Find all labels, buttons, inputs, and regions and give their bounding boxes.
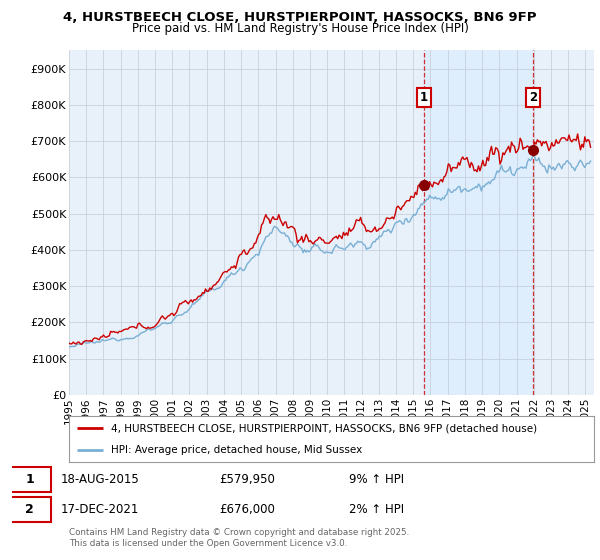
Text: 2: 2 [25, 503, 34, 516]
Text: £579,950: £579,950 [220, 473, 275, 486]
Text: 17-DEC-2021: 17-DEC-2021 [61, 503, 139, 516]
Text: HPI: Average price, detached house, Mid Sussex: HPI: Average price, detached house, Mid … [111, 445, 362, 455]
Text: 1: 1 [25, 473, 34, 486]
Text: 4, HURSTBEECH CLOSE, HURSTPIERPOINT, HASSOCKS, BN6 9FP (detached house): 4, HURSTBEECH CLOSE, HURSTPIERPOINT, HAS… [111, 423, 537, 433]
FancyBboxPatch shape [9, 497, 50, 522]
Text: 9% ↑ HPI: 9% ↑ HPI [349, 473, 404, 486]
Text: 1: 1 [420, 91, 428, 104]
Text: 18-AUG-2015: 18-AUG-2015 [61, 473, 140, 486]
Text: 2% ↑ HPI: 2% ↑ HPI [349, 503, 404, 516]
Text: 2: 2 [529, 91, 537, 104]
FancyBboxPatch shape [9, 467, 50, 492]
Bar [424, 50, 533, 395]
Text: Price paid vs. HM Land Registry's House Price Index (HPI): Price paid vs. HM Land Registry's House … [131, 22, 469, 35]
Text: Contains HM Land Registry data © Crown copyright and database right 2025.
This d: Contains HM Land Registry data © Crown c… [69, 528, 409, 548]
Text: 4, HURSTBEECH CLOSE, HURSTPIERPOINT, HASSOCKS, BN6 9FP: 4, HURSTBEECH CLOSE, HURSTPIERPOINT, HAS… [63, 11, 537, 24]
Text: £676,000: £676,000 [220, 503, 275, 516]
